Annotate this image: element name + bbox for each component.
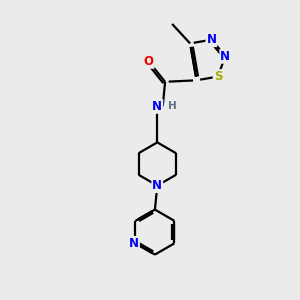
Text: N: N: [206, 33, 216, 46]
Text: N: N: [220, 50, 230, 63]
Text: H: H: [168, 101, 177, 111]
Text: N: N: [152, 100, 162, 113]
Text: N: N: [152, 179, 162, 192]
Text: N: N: [129, 237, 139, 250]
Text: O: O: [144, 55, 154, 68]
Text: S: S: [214, 70, 222, 83]
